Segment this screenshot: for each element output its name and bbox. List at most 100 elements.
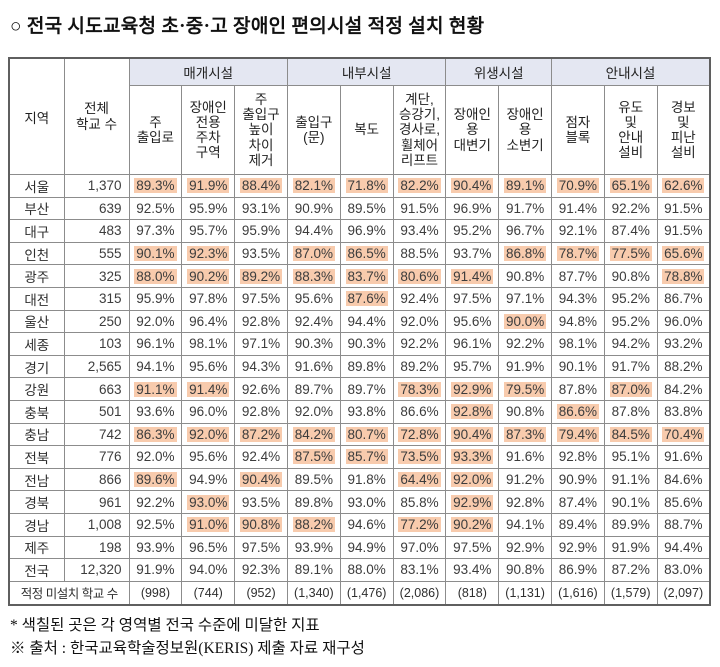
- below-national-highlight: 82.1%: [292, 178, 335, 194]
- rate-cell: 87.3%: [498, 422, 552, 447]
- table-row: 충북 501 93.6% 96.0% 92.8% 92.0% 93.8% 86.6% 92.8%…: [8, 399, 711, 424]
- rate-cell: 65.1%: [603, 174, 658, 198]
- rate-cell: 96.0%: [181, 399, 236, 424]
- below-national-highlight: 86.6%: [556, 404, 600, 420]
- summary-count-cell: (2,097): [656, 580, 711, 606]
- rate-cell: 77.5%: [603, 241, 658, 266]
- rate-cell: 87.6%: [339, 286, 394, 311]
- rate-cell: 88.5%: [392, 241, 447, 266]
- rate-cell: 92.9%: [445, 377, 500, 401]
- school-count-cell: 501: [63, 399, 130, 424]
- below-national-highlight: 89.2%: [239, 268, 283, 284]
- note-highlight-legend: * 색칠된 곳은 각 영역별 전국 수준에 미달한 지표: [10, 617, 320, 634]
- rate-cell: 92.8%: [551, 445, 605, 469]
- rate-cell: 73.5%: [392, 445, 447, 469]
- rate-cell: 94.4%: [656, 535, 711, 560]
- rate-cell: 96.9%: [339, 219, 394, 243]
- school-count-cell: 742: [63, 422, 130, 447]
- below-national-highlight: 88.3%: [292, 268, 335, 284]
- rate-cell: 79.4%: [551, 422, 605, 447]
- rate-cell: 87.0%: [286, 241, 341, 266]
- below-national-highlight: 88.4%: [239, 178, 283, 194]
- below-national-highlight: 93.3%: [451, 449, 494, 465]
- below-national-highlight: 77.2%: [398, 517, 441, 533]
- rate-cell: 92.0%: [128, 445, 183, 469]
- rate-cell: 94.3%: [551, 286, 605, 311]
- rate-cell: 78.7%: [551, 241, 605, 266]
- table-row: 대구 483 97.3% 95.7% 95.9% 94.4% 96.9% 93.4% 95.2%…: [8, 219, 711, 243]
- below-national-highlight: 70.4%: [662, 426, 705, 442]
- summary-count-cell: (998): [128, 580, 183, 606]
- region-cell: 충북: [8, 399, 65, 424]
- below-national-highlight: 73.5%: [398, 449, 441, 465]
- rate-cell: 87.0%: [603, 377, 658, 401]
- rate-cell: 91.9%: [181, 174, 236, 198]
- rate-cell: 91.7%: [498, 196, 552, 221]
- summary-count-cell: (1,616): [551, 580, 605, 606]
- below-national-highlight: 84.2%: [292, 426, 335, 442]
- rate-cell: 93.4%: [445, 558, 500, 582]
- rate-cell: 89.8%: [286, 490, 341, 514]
- region-cell: 울산: [8, 309, 65, 334]
- below-national-highlight: 62.6%: [662, 178, 705, 194]
- below-national-highlight: 78.8%: [662, 268, 705, 284]
- rate-cell: 93.0%: [339, 490, 394, 514]
- table-row: 충남 742 86.3% 92.0% 87.2% 84.2% 80.7% 72.8% 90.4%…: [8, 422, 711, 447]
- rate-cell: 95.7%: [445, 354, 500, 379]
- region-cell: 부산: [8, 196, 65, 221]
- table-row: 인천 555 90.1% 92.3% 93.5% 87.0% 86.5% 88.5% 93.7%…: [8, 241, 711, 266]
- school-count-cell: 325: [63, 264, 130, 288]
- rate-cell: 95.6%: [445, 309, 500, 334]
- rate-cell: 65.6%: [656, 241, 711, 266]
- rate-cell: 87.8%: [551, 377, 605, 401]
- table-row: 부산 639 92.5% 95.9% 93.1% 90.9% 89.5% 91.5% 96.9%…: [8, 196, 711, 221]
- region-cell: 경남: [8, 512, 65, 537]
- rate-cell: 92.5%: [128, 512, 183, 537]
- rate-cell: 94.2%: [603, 332, 658, 356]
- rate-cell: 91.8%: [339, 467, 394, 492]
- rate-cell: 86.8%: [498, 241, 552, 266]
- rate-cell: 91.5%: [656, 196, 711, 221]
- rate-cell: 96.4%: [181, 309, 236, 334]
- rate-cell: 86.6%: [551, 399, 605, 424]
- region-cell: 제주: [8, 535, 65, 560]
- table-row: 경남 1,008 92.5% 91.0% 90.8% 88.2% 94.6% 77.2% 90.…: [8, 512, 711, 537]
- below-national-highlight: 88.0%: [134, 268, 177, 284]
- rate-cell: 93.0%: [181, 490, 236, 514]
- below-national-highlight: 89.1%: [503, 178, 547, 194]
- rate-cell: 91.5%: [392, 196, 447, 221]
- rate-cell: 80.7%: [339, 422, 394, 447]
- below-national-highlight: 65.6%: [662, 246, 705, 262]
- rate-cell: 94.8%: [551, 309, 605, 334]
- below-national-highlight: 64.4%: [398, 472, 441, 488]
- rate-cell: 95.7%: [181, 219, 236, 243]
- rate-cell: 92.2%: [392, 332, 447, 356]
- rate-cell: 83.0%: [656, 558, 711, 582]
- rate-cell: 91.6%: [656, 445, 711, 469]
- below-national-highlight: 92.3%: [187, 246, 230, 262]
- school-count-cell: 250: [63, 309, 130, 334]
- rate-cell: 94.3%: [234, 354, 288, 379]
- rate-cell: 98.1%: [181, 332, 236, 356]
- rate-cell: 90.8%: [498, 399, 552, 424]
- school-count-cell: 663: [63, 377, 130, 401]
- rate-cell: 94.9%: [339, 535, 394, 560]
- rate-cell: 92.8%: [445, 399, 500, 424]
- school-count-cell: 639: [63, 196, 130, 221]
- rate-cell: 87.2%: [234, 422, 288, 447]
- below-national-highlight: 84.5%: [609, 426, 652, 442]
- rate-cell: 71.8%: [339, 174, 394, 198]
- rate-cell: 83.1%: [392, 558, 447, 582]
- below-national-highlight: 79.4%: [556, 426, 600, 442]
- rate-cell: 86.6%: [392, 399, 447, 424]
- rate-cell: 91.4%: [181, 377, 236, 401]
- rate-cell: 88.0%: [339, 558, 394, 582]
- rate-cell: 88.2%: [286, 512, 341, 537]
- rate-cell: 91.6%: [498, 445, 552, 469]
- rate-cell: 92.9%: [551, 535, 605, 560]
- rate-cell: 97.5%: [234, 286, 288, 311]
- region-cell: 광주: [8, 264, 65, 288]
- rate-cell: 92.2%: [128, 490, 183, 514]
- col-header-region: 지역: [8, 57, 65, 175]
- rate-cell: 89.8%: [339, 354, 394, 379]
